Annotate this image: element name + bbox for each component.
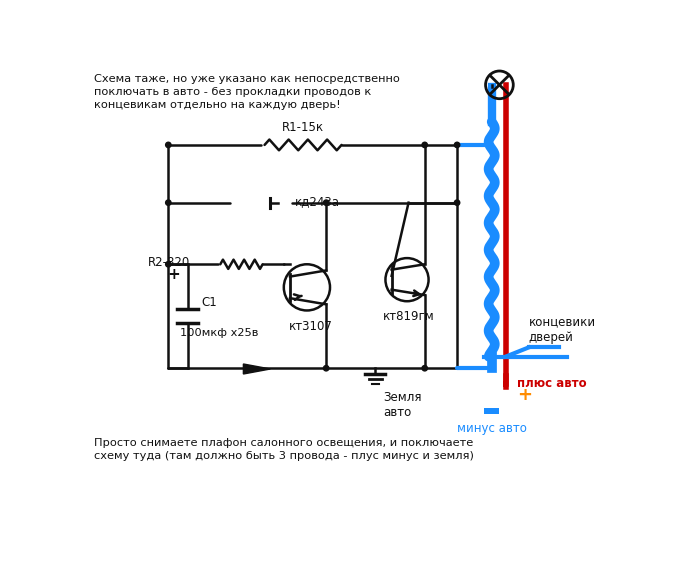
FancyBboxPatch shape <box>504 381 508 388</box>
Polygon shape <box>244 364 270 374</box>
Text: R2-820: R2-820 <box>147 256 190 269</box>
Circle shape <box>454 200 460 205</box>
Circle shape <box>165 142 171 148</box>
Circle shape <box>165 200 171 205</box>
Circle shape <box>324 366 329 371</box>
Circle shape <box>324 200 329 205</box>
Text: концевики
дверей: концевики дверей <box>529 316 596 344</box>
Text: кт3107: кт3107 <box>289 320 333 333</box>
Text: плюс авто: плюс авто <box>517 377 587 390</box>
Text: 100мкф х25в: 100мкф х25в <box>180 328 258 338</box>
Text: С1: С1 <box>202 296 217 309</box>
Text: минус авто: минус авто <box>457 422 527 435</box>
Circle shape <box>422 142 427 148</box>
Circle shape <box>454 142 460 148</box>
Text: Земля
авто: Земля авто <box>383 391 422 419</box>
Text: +: + <box>167 267 180 282</box>
Circle shape <box>165 261 171 267</box>
Text: кд243а: кд243а <box>296 195 340 208</box>
Text: R1-15к: R1-15к <box>282 121 324 134</box>
Text: Схема таже, но уже указано как непосредственно
поключать в авто - без прокладки : Схема таже, но уже указано как непосредс… <box>93 74 399 110</box>
Text: кт819гм: кт819гм <box>383 311 434 324</box>
Text: Просто снимаете плафон салонного освещения, и поключаете
схему туда (там должно : Просто снимаете плафон салонного освещен… <box>93 438 473 461</box>
Text: +: + <box>517 386 532 404</box>
FancyBboxPatch shape <box>484 408 499 414</box>
Circle shape <box>422 366 427 371</box>
